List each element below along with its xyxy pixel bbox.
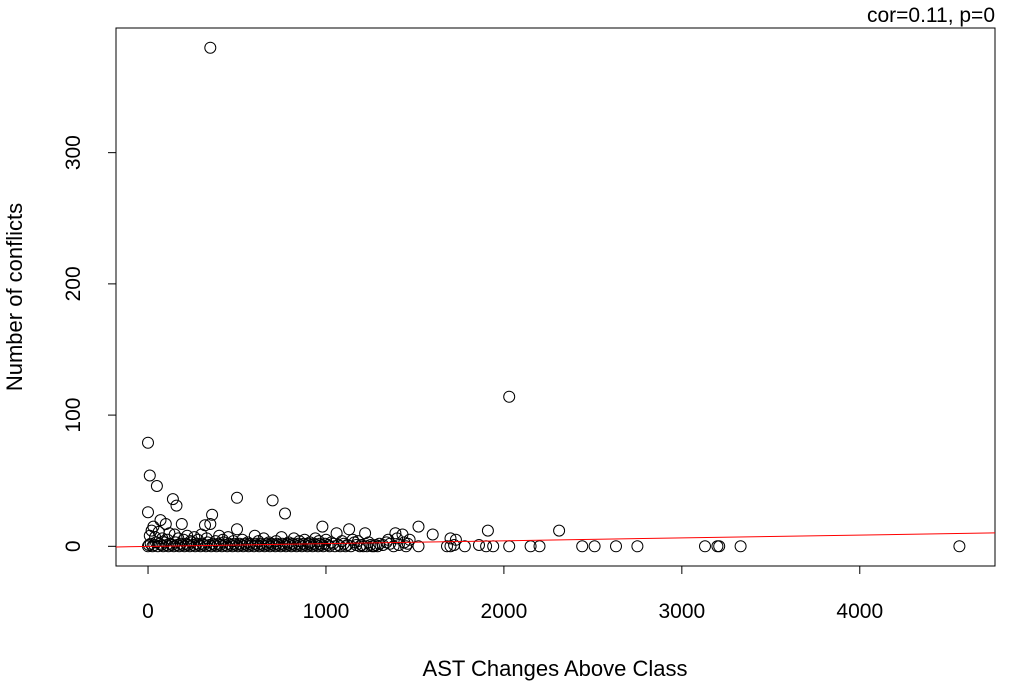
data-point: [145, 524, 158, 537]
data-point: [487, 540, 500, 553]
data-point: [266, 494, 279, 507]
data-point: [610, 540, 622, 553]
x-tick-label: 0: [142, 600, 154, 623]
data-point: [166, 493, 179, 506]
data-point: [142, 436, 154, 449]
data-point: [392, 539, 405, 551]
y-axis: 0 100 200 300: [62, 135, 117, 552]
data-point: [204, 518, 217, 530]
plot-frame: [115, 27, 996, 567]
data-point: [343, 523, 356, 536]
x-tick-label: 4000: [836, 600, 883, 623]
data-point: [204, 41, 217, 54]
data-point: [149, 531, 162, 544]
y-tick-label: 200: [62, 266, 85, 301]
x-tick-label: 3000: [658, 600, 705, 623]
data-point: [371, 540, 384, 553]
y-tick-label: 0: [62, 540, 85, 552]
data-point: [953, 540, 966, 553]
data-point: [576, 540, 589, 553]
data-point: [369, 539, 382, 551]
y-axis-title: Number of conflicts: [2, 203, 27, 391]
data-point: [384, 537, 396, 550]
data-point: [231, 523, 243, 536]
data-point: [412, 520, 425, 533]
data-point: [631, 540, 644, 553]
data-point: [206, 508, 219, 521]
data-point: [503, 540, 516, 553]
correlation-annotation: cor=0.11, p=0: [867, 4, 995, 27]
data-point: [150, 480, 163, 492]
x-tick-label: 2000: [481, 600, 528, 623]
y-tick-label: 100: [62, 398, 85, 433]
data-point: [588, 540, 601, 553]
data-point: [400, 540, 412, 553]
data-point: [368, 540, 380, 553]
data-point: [734, 540, 747, 553]
data-point: [175, 518, 188, 530]
x-tick-label: 1000: [303, 600, 350, 623]
data-point: [473, 539, 485, 551]
data-point: [389, 527, 402, 540]
data-point: [699, 540, 711, 553]
y-tick-label: 300: [62, 135, 85, 170]
data-point: [143, 469, 156, 482]
data-point: [387, 540, 400, 553]
data-point: [316, 520, 329, 533]
data-point: [279, 507, 291, 520]
data-point: [444, 532, 457, 545]
data-point: [426, 528, 439, 541]
data-point: [441, 540, 453, 553]
data-point: [713, 540, 726, 553]
x-axis-title: AST Changes Above Class: [423, 656, 688, 681]
x-axis: 0 1000 2000 3000 4000: [142, 565, 883, 623]
data-points: [142, 41, 966, 553]
data-point: [458, 540, 471, 553]
data-point: [142, 506, 154, 519]
data-point: [481, 524, 494, 537]
data-point: [332, 539, 345, 551]
data-point: [170, 499, 183, 512]
data-point: [503, 390, 516, 403]
data-point: [231, 491, 243, 504]
data-point: [412, 540, 425, 553]
trend-line: [115, 532, 996, 548]
data-point: [553, 524, 566, 537]
data-point: [533, 540, 546, 553]
